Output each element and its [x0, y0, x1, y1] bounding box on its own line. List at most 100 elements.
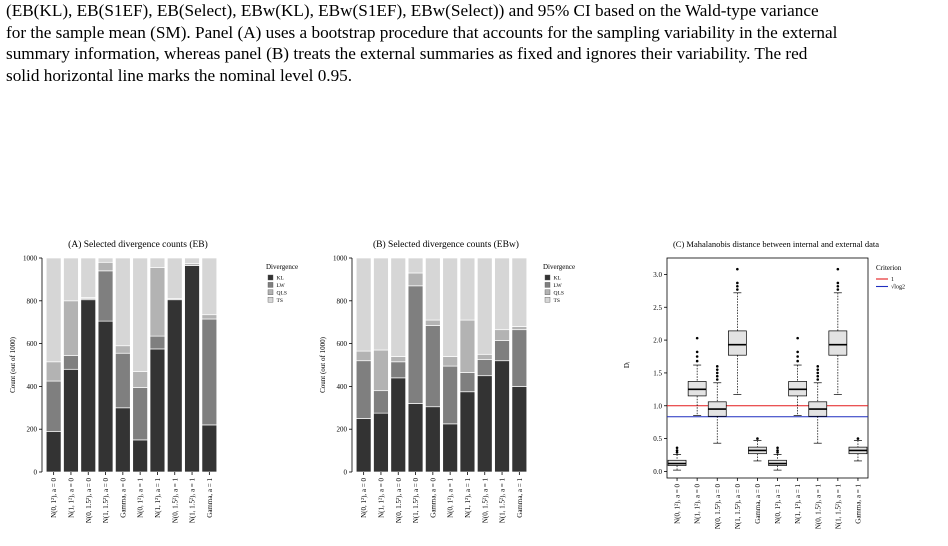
- bar-segment-ts-gamma-a-1: [511, 257, 528, 327]
- bar-segment-qls-n-0-1-a-0: [45, 361, 62, 382]
- bar-segment-kl-n-1-1-5-a-1: [494, 360, 510, 473]
- outlier-point: [796, 350, 799, 354]
- x-tick-label: N(0, 1²), a = 1: [774, 484, 782, 524]
- bar-segment-qls-n-1-1-a-1: [149, 267, 166, 337]
- legend-label-one: 1: [891, 277, 894, 283]
- bar-segment-kl-gamma-a-1: [201, 424, 218, 473]
- y-tick-label: 800: [337, 297, 348, 305]
- legend-swatch-ts: [544, 297, 551, 303]
- bar-segment-qls-n-1-1-5-a-0: [407, 272, 424, 287]
- bar-segment-lw-n-0-1-a-0: [355, 360, 372, 419]
- bar-segment-ts-n-1-1-a-0: [63, 257, 79, 302]
- outlier-point: [736, 284, 739, 288]
- bar-segment-qls-n-1-1-5-a-1: [494, 329, 510, 341]
- x-tick-label: N(0, 1²), a = 1: [137, 478, 145, 518]
- x-tick-label: Gamma, a = 1: [854, 484, 862, 524]
- box-n-1-1-a-1: N(1, 1²), a = 1: [788, 336, 808, 524]
- panel-c-title: (C) Mahalanobis distance between interna…: [673, 239, 879, 249]
- bar-segment-lw-n-0-1-a-1: [442, 365, 458, 425]
- y-tick-label: 200: [337, 426, 348, 434]
- bar-segment-kl-n-0-1-5-a-0: [390, 377, 407, 473]
- legend-label-kl: KL: [277, 276, 285, 282]
- bar-segment-qls-n-1-1-a-0: [373, 349, 389, 392]
- box-n-0-1-5-a-1: N(0, 1.5²), a = 1: [808, 365, 828, 529]
- bar-segment-qls-n-0-1-5-a-1: [476, 353, 493, 360]
- bar-segment-ts-n-1-1-a-0: [373, 257, 389, 351]
- outlier-point: [776, 446, 779, 450]
- bar-segment-ts-n-0-1-a-1: [442, 257, 458, 357]
- outlier-point: [836, 288, 840, 291]
- bar-segment-lw-n-1-1-a-0: [63, 355, 79, 370]
- box-n-0-1-a-0: N(0, 1²), a = 0: [667, 446, 687, 524]
- outlier-point: [756, 437, 759, 440]
- bar-segment-kl-n-1-1-5-a-1: [184, 265, 200, 473]
- y-tick-label: 400: [337, 383, 348, 391]
- bar-segment-lw-n-1-1-a-1: [149, 335, 166, 350]
- box-n-1-1-5-a-1: N(1, 1.5²), a = 1: [828, 267, 848, 530]
- legend-label-lw: LW: [277, 283, 286, 289]
- outlier-point: [695, 336, 699, 340]
- legend-swatch-qls: [267, 289, 274, 295]
- legend-label-sqrt-log2: √log2: [891, 284, 905, 291]
- outlier-point: [816, 365, 820, 368]
- bar-segment-kl-n-1-1-a-0: [63, 368, 79, 473]
- bar-segment-ts-gamma-a-1: [201, 257, 218, 316]
- x-tick-label: N(0, 1²), a = 0: [360, 478, 368, 518]
- x-tick-label: N(0, 1²), a = 0: [50, 478, 58, 518]
- bar-segment-lw-gamma-a-1: [201, 318, 218, 426]
- bar-segment-lw-gamma-a-1: [511, 329, 528, 387]
- bar-segment-kl-n-0-1-a-1: [132, 439, 148, 473]
- legend-label-ts: TS: [554, 298, 560, 304]
- x-tick-label: N(1, 1²), a = 0: [377, 478, 385, 518]
- y-tick-label: 1.0: [653, 402, 662, 410]
- bar-segment-ts-n-0-1-a-0: [355, 257, 372, 352]
- panel-b-title: (B) Selected divergence counts (EBw): [373, 239, 519, 250]
- x-tick-label: N(1, 1.5²), a = 1: [499, 478, 507, 524]
- outlier-point: [836, 267, 840, 271]
- bar-segment-lw-n-1-1-a-0: [373, 390, 389, 414]
- box-n-0-1-a-1: N(0, 1²), a = 1: [768, 446, 787, 524]
- legend-title: Divergence: [543, 263, 575, 271]
- outlier-point: [675, 446, 679, 450]
- box-iqr: [828, 330, 848, 356]
- legend-swatch-ts: [267, 297, 274, 303]
- box-iqr: [727, 330, 747, 356]
- bar-segment-ts-n-1-1-a-1: [459, 257, 476, 321]
- bar-segment-kl-gamma-a-1: [511, 386, 528, 473]
- legend-label-qls: QLS: [554, 290, 564, 296]
- x-tick-label: N(0, 1²), a = 0: [674, 484, 682, 524]
- bar-segment-lw-n-0-1-a-0: [45, 380, 62, 432]
- box-gamma-a-1: Gamma, a = 1: [848, 437, 868, 524]
- x-tick-label: N(1, 1²), a = 0: [694, 484, 702, 524]
- legend-swatch-qls: [544, 289, 551, 295]
- box-n-1-1-5-a-0: N(1, 1.5²), a = 0: [727, 267, 747, 529]
- bar-segment-ts-n-1-1-a-1: [149, 257, 166, 268]
- legend-swatch-kl: [544, 274, 551, 281]
- bar-segment-kl-gamma-a-0: [115, 407, 131, 473]
- panel-b: (B) Selected divergence counts (EBw) Coun…: [319, 239, 575, 523]
- x-tick-label: N(1, 1²), a = 1: [154, 478, 162, 518]
- bar-segment-qls-n-1-1-a-1: [459, 319, 476, 373]
- panel-a-ylabel: Count (out of 1000): [9, 336, 17, 392]
- outlier-point: [816, 378, 820, 381]
- bar-segment-ts-n-0-1-5-a-0: [390, 257, 407, 357]
- y-tick-label: 2.5: [653, 304, 662, 312]
- bar-segment-ts-n-1-1-5-a-1: [184, 257, 200, 264]
- x-tick-label: N(0, 1.5²), a = 0: [85, 478, 93, 524]
- legend-title: Divergence: [266, 263, 298, 271]
- legend-title: Criterion: [876, 264, 902, 272]
- y-tick-label: 1000: [23, 255, 38, 263]
- outlier-point: [715, 378, 719, 381]
- bar-segment-qls-n-0-1-a-1: [442, 356, 458, 367]
- bar-segment-kl-n-0-1-5-a-1: [166, 299, 183, 473]
- legend-label-lw: LW: [554, 283, 563, 289]
- x-tick-label: N(1, 1.5²), a = 1: [834, 484, 842, 530]
- outlier-point: [856, 437, 860, 440]
- x-tick-label: Gamma, a = 1: [206, 478, 214, 518]
- bar-segment-ts-gamma-a-0: [115, 257, 131, 347]
- outlier-point: [776, 449, 779, 452]
- outlier-point: [695, 359, 699, 363]
- x-tick-label: Gamma, a = 0: [119, 478, 127, 518]
- outlier-point: [816, 371, 820, 375]
